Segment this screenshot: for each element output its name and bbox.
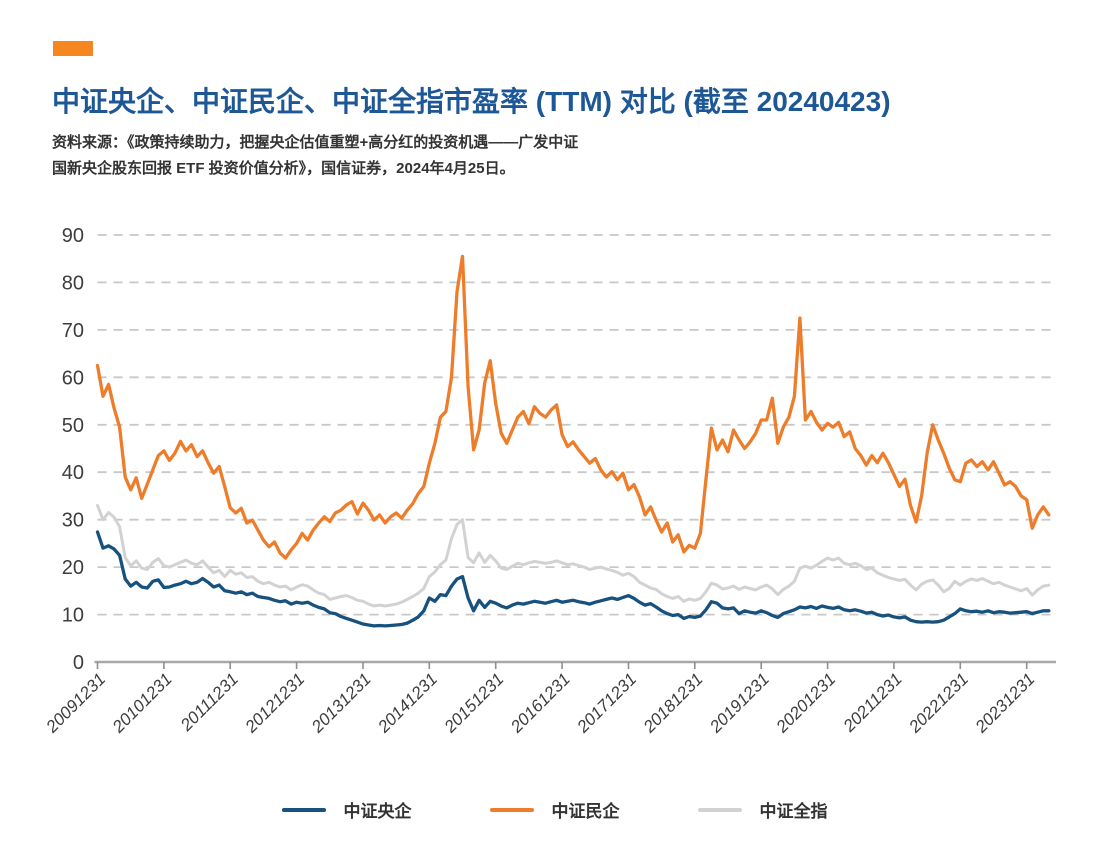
- page-title: 中证央企、中证民企、中证全指市盈率 (TTM) 对比 (截至 20240423): [52, 86, 891, 117]
- y-tick-label: 20: [62, 557, 84, 579]
- x-tick-label: 20211231: [839, 669, 906, 736]
- x-tick-label: 20141231: [374, 669, 442, 737]
- y-tick-label: 50: [62, 415, 84, 437]
- source-line-1: 资料来源：《政策持续助力，把握央企估值重塑+高分红的投资机遇——广发中证: [52, 134, 579, 151]
- y-tick-label: 60: [62, 367, 84, 389]
- legend-item-csi-private-enterprise: 中证民企: [489, 797, 620, 822]
- y-tick-label: 30: [62, 510, 84, 532]
- line-csi-private-enterprise: [95, 254, 1051, 560]
- x-tick-label: 20091231: [42, 669, 110, 737]
- legend-line-csi-private-enterprise-icon: [489, 807, 534, 812]
- x-tick-label: 20201231: [772, 669, 840, 737]
- chart-legend: 中证央企 中证民企 中证全指: [0, 797, 1109, 822]
- y-tick-label: 80: [62, 272, 84, 294]
- line-csi-central-soe: [95, 530, 1051, 628]
- legend-line-csi-central-soe-icon: [281, 807, 326, 812]
- y-tick-label: 10: [62, 605, 84, 627]
- gridlines: [97, 234, 1053, 616]
- y-tick-label: 0: [73, 652, 84, 674]
- x-tick-label: 20231231: [971, 669, 1039, 737]
- source-line-2: 国新央企股东回报 ETF 投资价值分析》，国信证券，2024年4月25日。: [52, 160, 515, 178]
- x-tick-label: 20101231: [108, 669, 176, 737]
- x-tick-label: 20181231: [639, 669, 707, 737]
- x-tick-label: 20111231: [176, 669, 242, 735]
- x-tick-label: 20191231: [705, 669, 773, 737]
- legend-label-csi-central-soe: 中证央企: [343, 802, 412, 821]
- line-csi-all-share: [96, 503, 1051, 608]
- y-tick-label: 70: [62, 320, 84, 342]
- y-tick-label: 90: [62, 225, 84, 247]
- legend-item-csi-central-soe: 中证央企: [281, 797, 412, 822]
- legend-line-csi-all-share-icon: [697, 807, 742, 812]
- x-tick-label: 20161231: [506, 669, 574, 737]
- y-axis-labels: 0 10 20 30 40 50 60 70 80 90: [62, 225, 84, 674]
- y-tick-label: 40: [62, 462, 84, 484]
- x-tick-label: 20121231: [241, 669, 309, 737]
- series-lines: [95, 254, 1051, 628]
- x-tick-label: 20131231: [307, 669, 375, 737]
- x-tick-label: 20151231: [440, 669, 508, 737]
- x-tick-label: 20221231: [905, 669, 973, 737]
- legend-item-csi-all-share: 中证全指: [697, 797, 828, 822]
- legend-label-csi-all-share: 中证全指: [759, 802, 828, 821]
- source-note: 资料来源：《政策持续助力，把握央企估值重塑+高分红的投资机遇——广发中证 国新央…: [52, 130, 578, 183]
- legend-label-csi-private-enterprise: 中证民企: [551, 802, 620, 821]
- accent-bar: [53, 41, 93, 56]
- x-axis-labels: 20091231 20101231 20111231 20121231 20131231…: [42, 669, 1039, 737]
- x-axis: [94, 660, 1056, 669]
- x-tick-label: 20171231: [573, 669, 641, 737]
